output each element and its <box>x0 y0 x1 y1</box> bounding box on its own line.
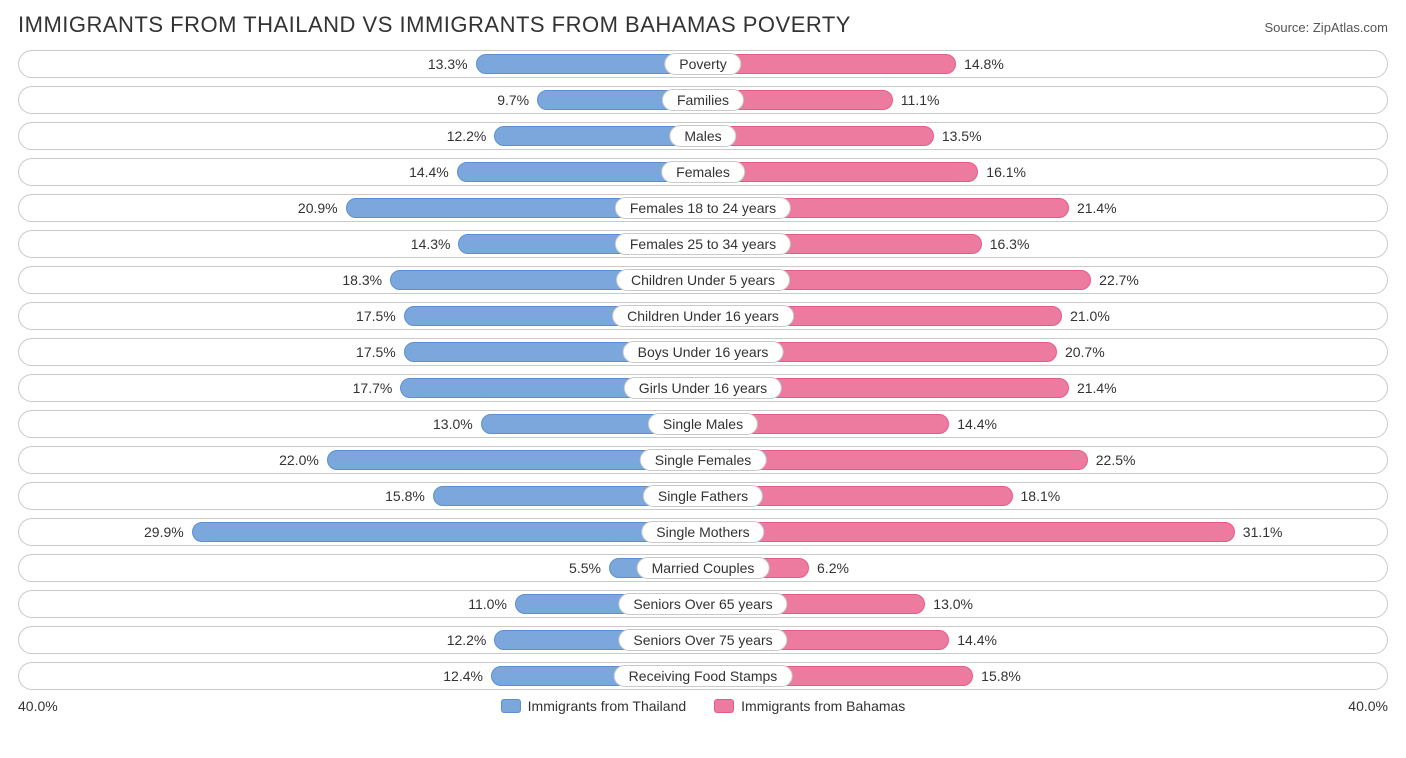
category-label: Single Females <box>640 449 767 471</box>
legend-label-left: Immigrants from Thailand <box>528 698 686 714</box>
chart-row: 5.5% 6.2% Married Couples <box>18 554 1388 582</box>
legend-label-right: Immigrants from Bahamas <box>741 698 905 714</box>
value-label-left: 20.9% <box>298 200 338 216</box>
page-title: IMMIGRANTS FROM THAILAND VS IMMIGRANTS F… <box>18 12 851 38</box>
value-label-left: 9.7% <box>497 92 529 108</box>
value-label-left: 12.4% <box>443 668 483 684</box>
value-label-right: 15.8% <box>981 668 1021 684</box>
legend-swatch-left <box>501 699 521 713</box>
chart-row: 9.7% 11.1% Families <box>18 86 1388 114</box>
header: IMMIGRANTS FROM THAILAND VS IMMIGRANTS F… <box>18 12 1388 38</box>
source-prefix: Source: <box>1264 20 1312 35</box>
value-label-left: 15.8% <box>385 488 425 504</box>
chart-row: 22.0% 22.5% Single Females <box>18 446 1388 474</box>
source-attribution: Source: ZipAtlas.com <box>1264 20 1388 35</box>
value-label-left: 17.7% <box>353 380 393 396</box>
value-label-right: 21.4% <box>1077 200 1117 216</box>
category-label: Married Couples <box>637 557 770 579</box>
chart-row: 17.5% 20.7% Boys Under 16 years <box>18 338 1388 366</box>
chart-row: 17.5% 21.0% Children Under 16 years <box>18 302 1388 330</box>
chart-footer: 40.0% Immigrants from Thailand Immigrant… <box>18 698 1388 714</box>
value-label-right: 13.0% <box>933 596 973 612</box>
value-label-left: 11.0% <box>468 596 507 612</box>
value-label-left: 14.4% <box>409 164 449 180</box>
category-label: Poverty <box>664 53 741 75</box>
legend-item-left: Immigrants from Thailand <box>501 698 686 714</box>
chart-row: 15.8% 18.1% Single Fathers <box>18 482 1388 510</box>
category-label: Children Under 16 years <box>612 305 794 327</box>
value-label-right: 11.1% <box>901 92 940 108</box>
chart-row: 13.3% 14.8% Poverty <box>18 50 1388 78</box>
value-label-right: 21.4% <box>1077 380 1117 396</box>
category-label: Seniors Over 75 years <box>618 629 787 651</box>
value-label-left: 12.2% <box>447 128 487 144</box>
value-label-left: 14.3% <box>411 236 451 252</box>
category-label: Single Males <box>648 413 758 435</box>
chart-row: 12.2% 14.4% Seniors Over 75 years <box>18 626 1388 654</box>
value-label-right: 14.4% <box>957 416 997 432</box>
bar-right <box>703 126 934 146</box>
category-label: Females 25 to 34 years <box>615 233 791 255</box>
value-label-right: 31.1% <box>1243 524 1283 540</box>
category-label: Girls Under 16 years <box>624 377 782 399</box>
diverging-bar-chart: 13.3%14.8%Poverty9.7%11.1%Families12.2%1… <box>18 50 1388 690</box>
category-label: Receiving Food Stamps <box>614 665 793 687</box>
value-label-right: 21.0% <box>1070 308 1110 324</box>
category-label: Males <box>669 125 736 147</box>
value-label-right: 16.1% <box>986 164 1026 180</box>
value-label-right: 6.2% <box>817 560 849 576</box>
value-label-right: 14.8% <box>964 56 1004 72</box>
chart-row: 14.3% 16.3% Females 25 to 34 years <box>18 230 1388 258</box>
chart-row: 13.0% 14.4% Single Males <box>18 410 1388 438</box>
value-label-right: 22.7% <box>1099 272 1139 288</box>
chart-row: 20.9% 21.4% Females 18 to 24 years <box>18 194 1388 222</box>
category-label: Single Mothers <box>641 521 764 543</box>
category-label: Single Fathers <box>643 485 763 507</box>
value-label-left: 22.0% <box>279 452 319 468</box>
value-label-left: 17.5% <box>356 308 396 324</box>
category-label: Boys Under 16 years <box>623 341 784 363</box>
value-label-right: 13.5% <box>942 128 982 144</box>
chart-row: 29.9% 31.1% Single Mothers <box>18 518 1388 546</box>
value-label-left: 18.3% <box>342 272 382 288</box>
value-label-right: 22.5% <box>1096 452 1136 468</box>
category-label: Families <box>662 89 744 111</box>
category-label: Seniors Over 65 years <box>618 593 787 615</box>
value-label-left: 17.5% <box>356 344 396 360</box>
category-label: Children Under 5 years <box>616 269 790 291</box>
chart-row: 12.2% 13.5% Males <box>18 122 1388 150</box>
axis-max-right: 40.0% <box>1348 698 1388 714</box>
value-label-right: 16.3% <box>990 236 1030 252</box>
value-label-left: 13.3% <box>428 56 468 72</box>
source-name: ZipAtlas.com <box>1313 20 1388 35</box>
chart-row: 18.3% 22.7% Children Under 5 years <box>18 266 1388 294</box>
axis-max-left: 40.0% <box>18 698 58 714</box>
chart-row: 17.7% 21.4% Girls Under 16 years <box>18 374 1388 402</box>
value-label-right: 20.7% <box>1065 344 1105 360</box>
value-label-left: 12.2% <box>447 632 487 648</box>
bar-left <box>192 522 703 542</box>
value-label-right: 14.4% <box>957 632 997 648</box>
category-label: Females <box>661 161 745 183</box>
bar-right <box>703 522 1235 542</box>
value-label-left: 29.9% <box>144 524 184 540</box>
category-label: Females 18 to 24 years <box>615 197 791 219</box>
chart-row: 12.4% 15.8% Receiving Food Stamps <box>18 662 1388 690</box>
legend-item-right: Immigrants from Bahamas <box>714 698 905 714</box>
legend-swatch-right <box>714 699 734 713</box>
chart-row: 11.0% 13.0% Seniors Over 65 years <box>18 590 1388 618</box>
chart-row: 14.4% 16.1% Females <box>18 158 1388 186</box>
value-label-right: 18.1% <box>1021 488 1061 504</box>
value-label-left: 13.0% <box>433 416 473 432</box>
legend: Immigrants from Thailand Immigrants from… <box>501 698 906 714</box>
value-label-left: 5.5% <box>569 560 601 576</box>
